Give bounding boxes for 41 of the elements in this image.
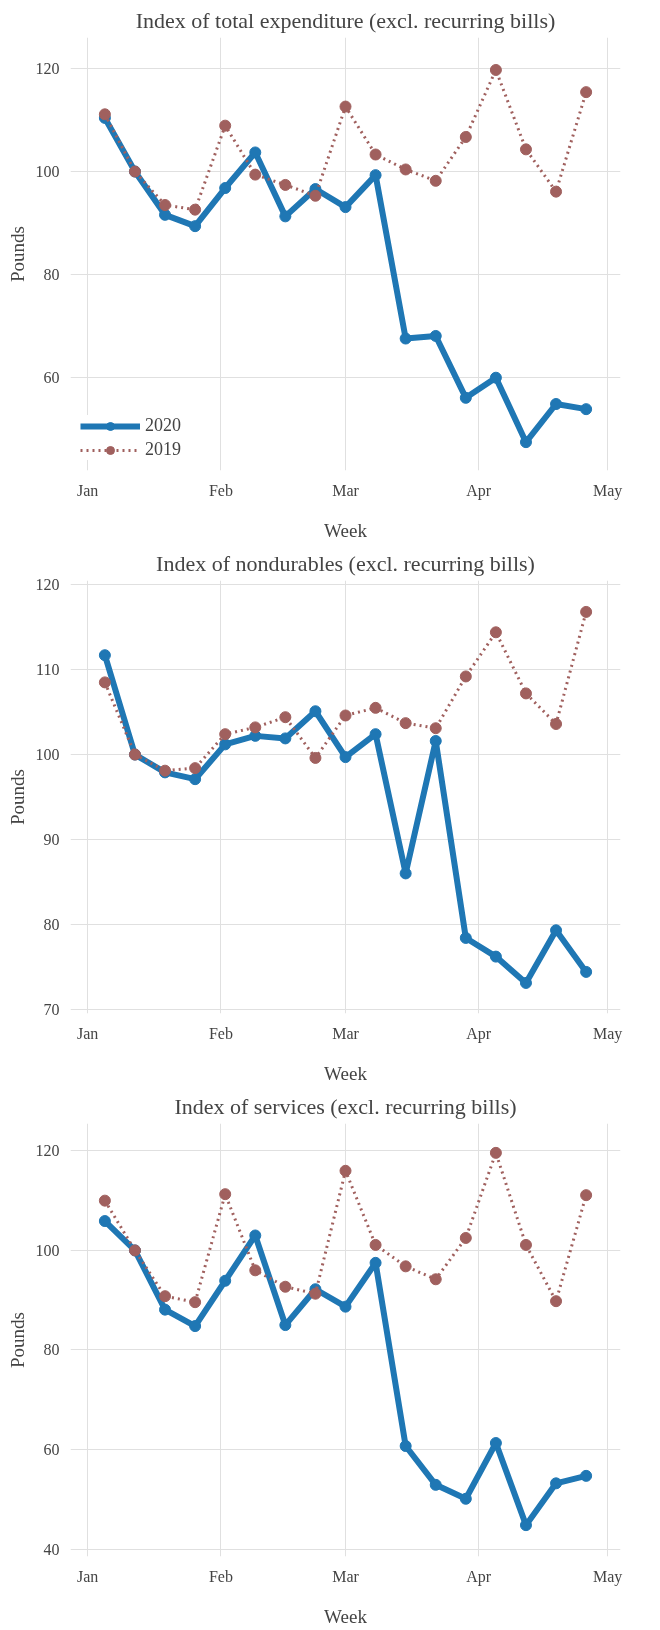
x-tick-label: May [592, 1024, 623, 1043]
chart-title: Index of nondurables (excl. recurring bills) [156, 550, 535, 576]
y-tick-label: 90 [43, 830, 60, 848]
chart-title: Index of total expenditure (excl. recurring bills) [135, 7, 556, 33]
y-tick-label: 80 [43, 1341, 60, 1359]
y-tick-label: 120 [35, 1142, 60, 1160]
x-tick-label: Mar [332, 481, 360, 499]
x-tick-label: Feb [208, 1024, 233, 1042]
y-tick-label: 60 [43, 369, 60, 387]
y-tick-label: 100 [35, 163, 60, 181]
y-axis-title: Pounds [6, 769, 28, 825]
y-tick-label: 120 [35, 59, 60, 77]
x-tick-label: Apr [466, 1024, 492, 1043]
x-tick-label: Feb [208, 1567, 233, 1585]
x-tick-label: Apr [466, 1567, 492, 1586]
x-tick-label: May [592, 481, 623, 500]
x-tick-label: Jan [77, 1024, 99, 1042]
y-tick-label: 110 [36, 661, 60, 679]
legend-label: 2019 [145, 439, 181, 460]
y-axis-title: Pounds [6, 226, 28, 282]
y-tick-label: 80 [43, 915, 60, 933]
x-tick-label: May [592, 1567, 623, 1586]
x-tick-label: Mar [332, 1567, 360, 1585]
x-axis-title: Week [324, 1605, 368, 1627]
x-tick-label: Apr [466, 481, 492, 500]
x-axis-title: Week [324, 519, 368, 541]
x-tick-label: Jan [77, 1567, 99, 1585]
y-tick-label: 120 [35, 576, 60, 594]
x-tick-label: Mar [332, 1024, 360, 1042]
y-tick-label: 100 [35, 1241, 60, 1259]
y-tick-label: 60 [43, 1440, 60, 1458]
x-tick-label: Jan [77, 481, 99, 499]
y-tick-label: 40 [43, 1540, 60, 1558]
chart-title: Index of services (excl. recurring bills) [174, 1093, 517, 1119]
x-axis-title: Week [324, 1062, 368, 1084]
y-tick-label: 100 [35, 746, 60, 764]
y-tick-label: 70 [43, 1000, 60, 1018]
y-axis-title: Pounds [6, 1312, 28, 1368]
x-tick-label: Feb [208, 481, 233, 499]
legend-label: 2020 [145, 415, 181, 436]
y-tick-label: 80 [43, 266, 60, 284]
